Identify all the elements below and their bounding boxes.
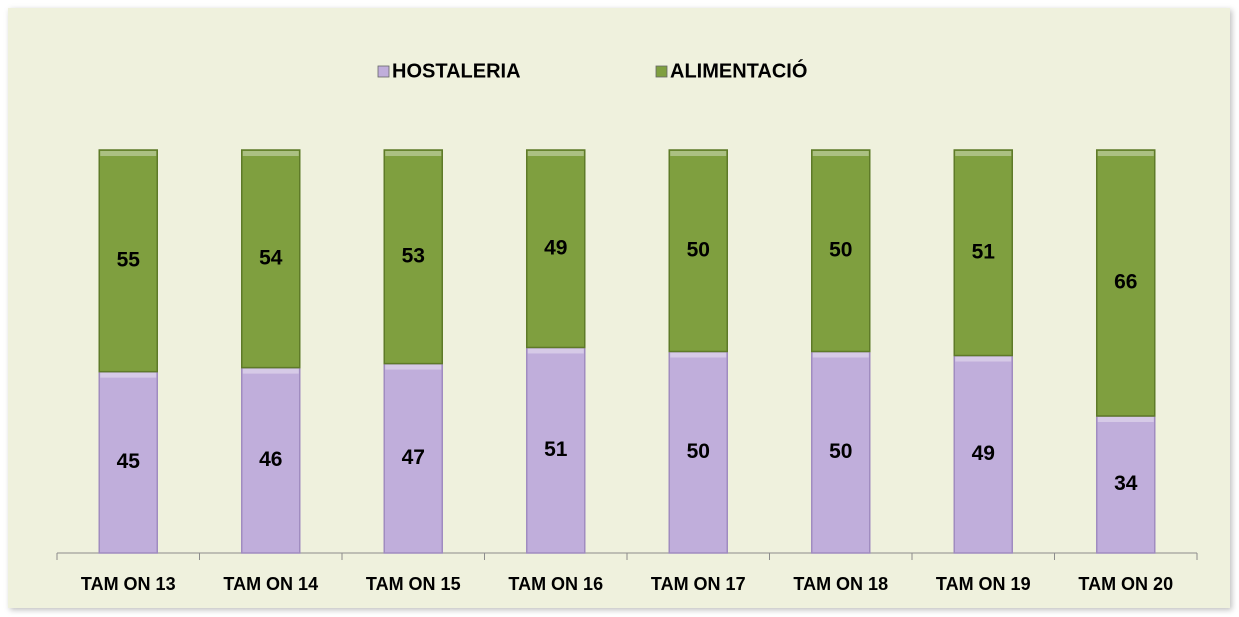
data-label: 53 [402,244,425,267]
bar-bevel [812,151,869,156]
data-label: 51 [544,438,568,461]
bar-bevel [527,348,584,354]
legend-swatch [377,65,390,78]
bar-segment [953,149,1013,357]
legend-label: ALIMENTACIÓ [670,58,807,82]
x-tick-label: TAM ON 15 [366,574,461,594]
x-tick-label: TAM ON 18 [793,574,888,594]
data-label: 45 [117,450,141,473]
bar-segment [241,366,301,554]
x-tick-label: TAM ON 16 [508,574,603,594]
bar-bevel [385,364,442,370]
x-tick-label: TAM ON 13 [81,574,176,594]
bar-bevel [670,352,727,358]
x-tick-label: TAM ON 14 [223,574,318,594]
bar-segment [1096,149,1156,417]
bar-bevel [955,356,1012,362]
bar-bevel [527,151,584,156]
bar-segment [98,149,158,373]
bar-segment [526,346,586,554]
data-label: 50 [687,440,710,463]
bar-segment [811,350,871,554]
data-label: 55 [117,248,141,271]
bar-bevel [955,151,1012,156]
bar-bevel [242,151,299,156]
bar-segment [668,350,728,554]
data-label: 47 [402,446,425,469]
bar-segment [953,354,1013,554]
x-tick-label: TAM ON 19 [936,574,1031,594]
data-label: 50 [829,440,852,463]
data-label: 46 [259,448,282,471]
bar-bevel [242,368,299,374]
legend-label: HOSTALERIA [392,60,521,82]
bar-segment [526,149,586,349]
bar-bevel [812,352,869,358]
data-label: 49 [972,442,995,465]
bar-bevel [385,151,442,156]
data-label: 50 [829,238,852,261]
bar-segment [241,149,301,369]
bar-bevel [670,151,727,156]
data-label: 49 [544,236,567,259]
data-label: 51 [972,240,996,263]
x-tick-label: TAM ON 17 [651,574,746,594]
data-label: 66 [1114,271,1137,294]
x-tick-label: TAM ON 20 [1078,574,1173,594]
bar-bevel [100,372,157,378]
data-label: 34 [1114,472,1138,495]
bar-segment [811,149,871,353]
bar-bevel [1097,151,1154,156]
data-label: 50 [687,238,710,261]
bar-segment [383,149,443,365]
bar-segment [383,362,443,554]
data-label: 54 [259,246,283,269]
bar-bevel [100,151,157,156]
legend-swatch [655,65,668,78]
bar-bevel [1097,416,1154,422]
bar-segment [668,149,728,353]
chart-panel [8,8,1230,608]
